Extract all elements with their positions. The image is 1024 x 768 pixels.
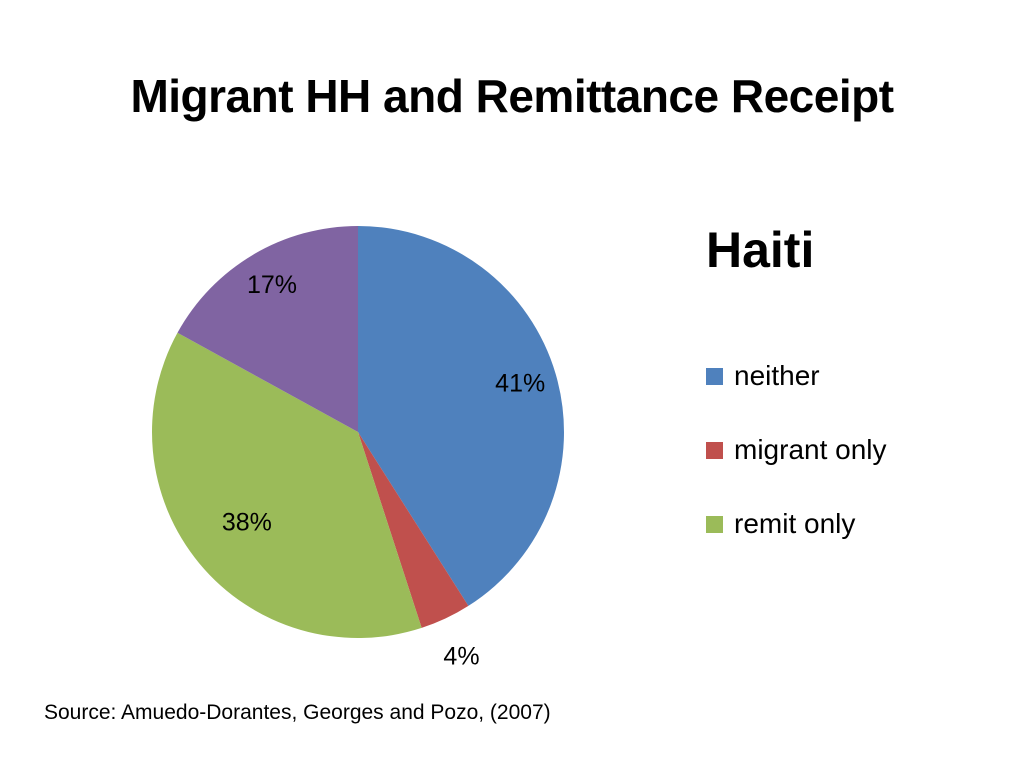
legend-label: neither [734, 360, 820, 391]
pie-slice-remit-only [151, 332, 422, 639]
legend-item: migrant only [706, 430, 887, 470]
legend-swatch [706, 367, 723, 385]
slice-data-label: 4% [443, 643, 479, 671]
pie-slice-unlabeled [177, 226, 358, 432]
legend-item: remit only [706, 504, 887, 544]
slice-data-label: 41% [495, 370, 545, 398]
legend-label: migrant only [734, 434, 887, 465]
slice-data-label: 38% [222, 509, 272, 537]
chart-title: Haiti [706, 222, 815, 278]
source-citation: Source: Amuedo-Dorantes, Georges and Poz… [44, 701, 551, 724]
pie-slice-neither [358, 226, 564, 606]
legend-swatch [706, 441, 723, 459]
slice-data-label: 17% [247, 271, 297, 299]
slide-title: Migrant HH and Remittance Receipt [130, 70, 894, 122]
legend-swatch [706, 515, 723, 533]
pie-slice-migrant-only [358, 432, 469, 628]
legend: neither migrant only remit only [706, 356, 887, 578]
legend-item: neither [706, 356, 887, 396]
legend-label: remit only [734, 508, 856, 539]
